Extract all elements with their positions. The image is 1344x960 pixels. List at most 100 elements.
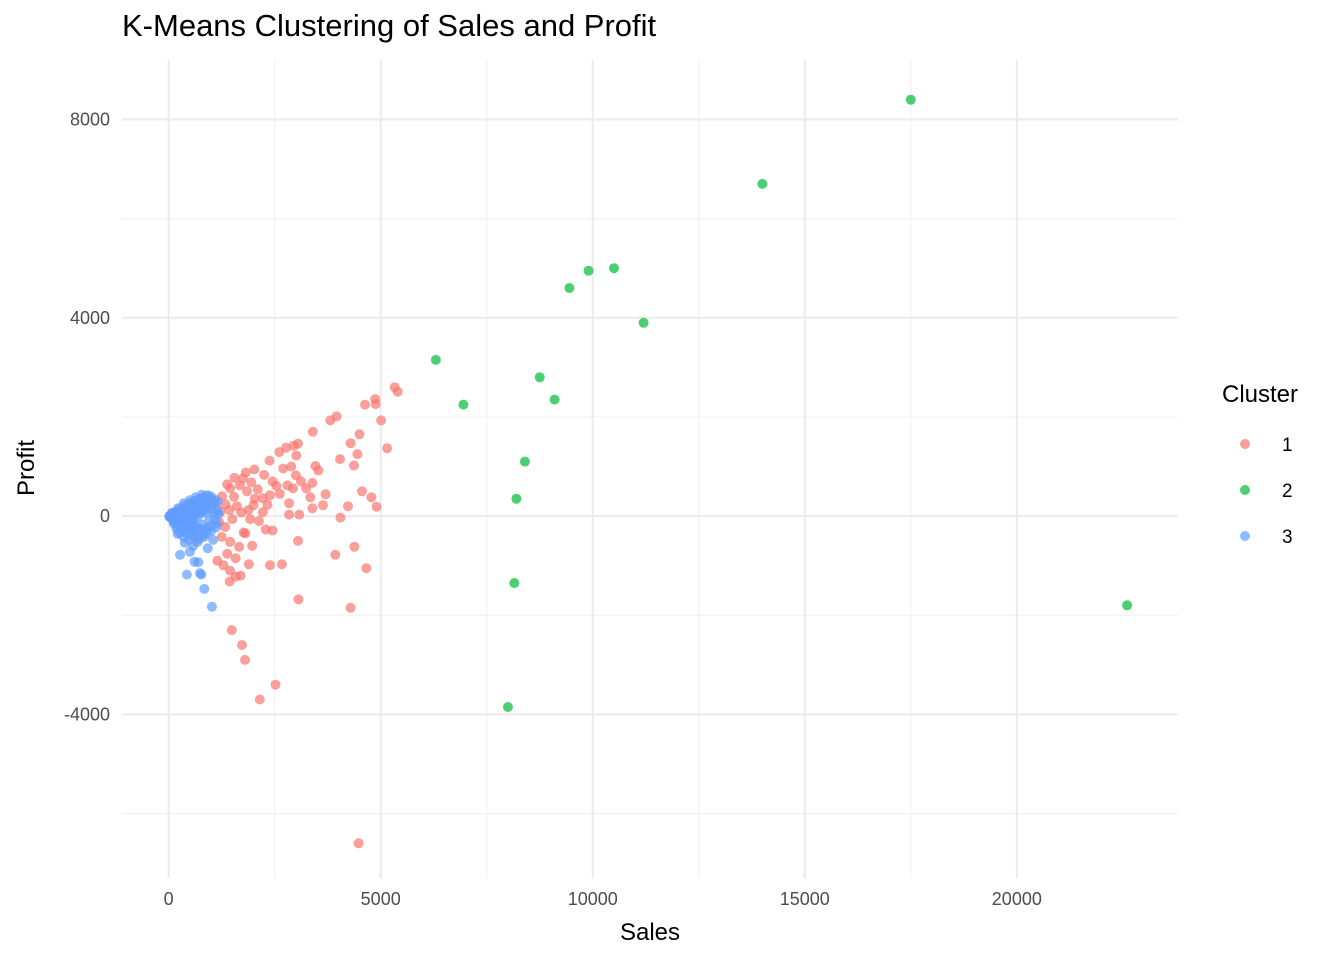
cluster-1-point [276, 559, 287, 570]
y-tick-label: 0 [100, 506, 110, 526]
cluster-1-point [343, 501, 353, 512]
x-tick-label: 15000 [780, 889, 830, 909]
cluster-1-point [335, 454, 345, 465]
legend-label-1: 1 [1282, 435, 1293, 456]
cluster-3-point [206, 601, 217, 612]
cluster-1-point [240, 654, 250, 665]
cluster-1-point [235, 570, 246, 581]
cluster-3-point [212, 496, 223, 507]
legend-label-2: 2 [1282, 481, 1293, 502]
legend: Cluster 1 2 3 [1222, 381, 1298, 548]
cluster-1-point [370, 399, 381, 410]
cluster-3-point [171, 523, 182, 534]
cluster-1-point [242, 486, 253, 497]
cluster-3-point [164, 511, 175, 522]
legend-label-3: 3 [1282, 527, 1293, 548]
chart-title: K-Means Clustering of Sales and Profit [122, 8, 657, 43]
legend-title: Cluster [1222, 381, 1298, 408]
cluster-1-point [247, 540, 258, 551]
y-tick-label: 8000 [70, 109, 110, 129]
cluster-1-point [249, 464, 260, 475]
cluster-2-point [458, 399, 469, 410]
cluster-1-point [260, 524, 271, 535]
cluster-1-point [274, 447, 285, 458]
x-tick-label: 0 [164, 889, 174, 909]
cluster-3-point [175, 549, 186, 560]
cluster-1-point [218, 560, 229, 571]
cluster-1-point [254, 694, 265, 705]
cluster-1-point [320, 489, 331, 500]
cluster-1-point [357, 486, 367, 497]
cluster-3-point [209, 508, 219, 519]
cluster-1-point [243, 559, 254, 570]
cluster-1-point [222, 479, 233, 490]
cluster-1-point [254, 516, 264, 527]
cluster-1-point [345, 602, 356, 613]
cluster-1-point [284, 509, 295, 520]
cluster-1-point [286, 461, 297, 472]
cluster-1-point [259, 469, 270, 480]
cluster-1-point [301, 483, 312, 494]
y-axis-ticks: -4000 0 4000 8000 [64, 109, 110, 724]
cluster-3-point [196, 489, 207, 500]
cluster-1-point [330, 549, 341, 560]
legend-key-2 [1240, 485, 1250, 495]
cluster-1-point [246, 477, 257, 488]
x-tick-label: 10000 [568, 889, 618, 909]
cluster-1-point [225, 565, 236, 576]
cluster-2-point [609, 263, 619, 274]
cluster-1-point [345, 438, 356, 449]
cluster-1-point [267, 476, 278, 487]
cluster-1-point [310, 461, 321, 471]
cluster-1-point [382, 443, 393, 454]
cluster-2-point [905, 94, 916, 105]
cluster-1-point [257, 493, 268, 504]
cluster-3-point [208, 534, 219, 545]
cluster-1-point [284, 498, 295, 509]
cluster-1-point [227, 514, 238, 525]
y-tick-label: -4000 [64, 704, 110, 724]
y-tick-label: 4000 [70, 308, 110, 328]
cluster-1-point [331, 411, 342, 422]
cluster-2-point [638, 317, 649, 328]
major-gridlines [122, 60, 1178, 878]
cluster-2-point [511, 493, 522, 504]
cluster-1-point [352, 449, 363, 460]
cluster-1-point [229, 491, 239, 502]
cluster-1-point [226, 625, 237, 636]
minor-gridlines [122, 60, 1178, 878]
cluster-1-point [216, 531, 227, 542]
cluster-1-point [376, 415, 387, 426]
cluster-3-point [205, 521, 216, 531]
cluster-2-point [583, 265, 594, 276]
cluster-2-point [757, 178, 768, 189]
cluster-1-point [360, 399, 370, 410]
x-axis-title: Sales [620, 919, 680, 946]
cluster-1-point [238, 527, 249, 538]
cluster-1-point [282, 480, 293, 491]
cluster-1-point [291, 450, 302, 461]
cluster-1-point [293, 535, 303, 546]
x-axis-ticks: 0 5000 10000 15000 20000 [164, 889, 1042, 909]
legend-key-1 [1240, 439, 1250, 449]
cluster-2-point [1122, 600, 1133, 611]
cluster-3-point [202, 543, 213, 554]
cluster-1-point [245, 514, 256, 525]
y-axis-title: Profit [13, 440, 40, 496]
cluster-1-point [265, 560, 275, 571]
cluster-1-point [366, 492, 377, 503]
cluster-3-point [199, 584, 210, 594]
cluster-1-point [354, 429, 365, 440]
cluster-3-point [193, 557, 204, 568]
cluster-1-point [222, 548, 233, 559]
cluster-3-point [188, 526, 199, 536]
cluster-1-point [290, 470, 301, 481]
cluster-1-point [236, 507, 247, 518]
cluster-1-point [234, 480, 245, 491]
cluster-3-point [196, 569, 207, 580]
cluster-1-point [349, 541, 360, 552]
cluster-1-point [361, 563, 372, 574]
cluster-1-point [349, 460, 359, 471]
cluster-1-point [371, 501, 382, 512]
